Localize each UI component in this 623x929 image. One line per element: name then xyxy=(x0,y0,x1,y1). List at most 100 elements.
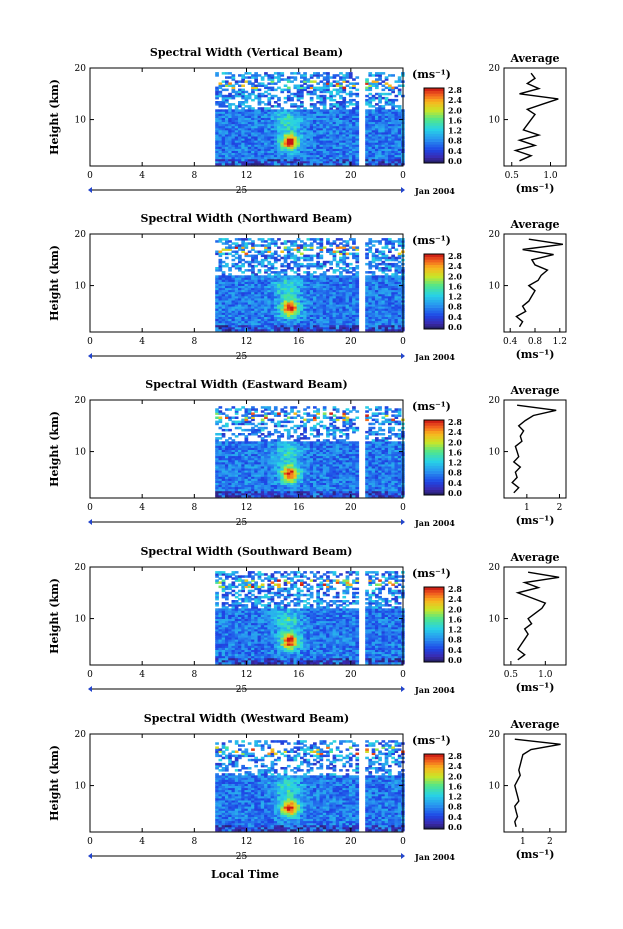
x-tick-label: 0 xyxy=(87,503,93,513)
x-tick-label: 8 xyxy=(191,670,197,680)
date-line-end-marker xyxy=(401,353,405,359)
average-y-tick-label: 20 xyxy=(489,64,501,74)
colorbar-swatch xyxy=(424,481,444,485)
colorbar-swatch xyxy=(424,138,444,142)
colorbar-unit: (ms⁻¹) xyxy=(412,567,451,580)
x-tick-label: 4 xyxy=(139,337,145,347)
panel-4: Spectral Width (Southward Beam) 0 4 8 12 16 20… xyxy=(48,545,567,695)
colorbar-tick-label: 2.0 xyxy=(448,437,462,447)
colorbar-swatch xyxy=(424,476,444,480)
average-x-tick-label: 1 xyxy=(520,837,526,847)
x-tick-label: 8 xyxy=(191,837,197,847)
panel-title: Spectral Width (Vertical Beam) xyxy=(150,46,343,59)
colorbar-unit: (ms⁻¹) xyxy=(412,68,451,81)
panel-2: Spectral Width (Northward Beam) 0 4 8 12 16 20… xyxy=(48,212,567,362)
colorbar-tick-label: 0.0 xyxy=(448,488,462,498)
x-tick-label: 20 xyxy=(345,503,357,513)
colorbar-swatch xyxy=(424,780,444,784)
colorbar-swatch xyxy=(424,125,444,129)
colorbar-tick-label: 2.4 xyxy=(448,594,462,604)
colorbar-swatch xyxy=(424,430,444,434)
date-label: Jan 2004 xyxy=(414,518,455,528)
x-tick-label: 20 xyxy=(345,171,357,181)
y-tick-label: 20 xyxy=(75,730,87,740)
colorbar-tick-label: 2.8 xyxy=(448,751,462,761)
x-tick-label: 8 xyxy=(191,171,197,181)
x-tick-label: 20 xyxy=(345,670,357,680)
x-tick-label: 0 xyxy=(400,670,406,680)
colorbar-swatch xyxy=(424,648,444,652)
x-tick-label: 0 xyxy=(400,837,406,847)
colorbar-swatch xyxy=(424,152,444,156)
panel-title: Spectral Width (Eastward Beam) xyxy=(145,378,347,391)
colorbar-tick-label: 0.8 xyxy=(448,136,462,146)
average-unit: (ms⁻¹) xyxy=(516,848,555,861)
panel-1: Spectral Width (Vertical Beam) 0 4 8 12 16 20 0… xyxy=(48,46,567,196)
x-tick-label: 16 xyxy=(293,171,305,181)
colorbar-swatch xyxy=(424,109,444,113)
colorbar-frame xyxy=(423,586,445,663)
colorbar-tick-label: 2.4 xyxy=(448,95,462,105)
colorbar-tick-label: 0.4 xyxy=(448,812,462,822)
colorbar-swatch xyxy=(424,452,444,456)
colorbar-swatch xyxy=(424,635,444,639)
colorbar-tick-label: 1.2 xyxy=(448,625,462,635)
colorbar-swatch xyxy=(424,600,444,604)
colorbar-swatch xyxy=(424,128,444,132)
colorbar-unit: (ms⁻¹) xyxy=(412,400,451,413)
colorbar-swatch xyxy=(424,278,444,282)
colorbar-swatch xyxy=(424,621,444,625)
colorbar-tick-label: 0.0 xyxy=(448,655,462,665)
colorbar-swatch xyxy=(424,597,444,601)
date-line-end-marker xyxy=(401,686,405,692)
colorbar-swatch xyxy=(424,425,444,429)
heatmap xyxy=(215,72,405,166)
colorbar-swatch xyxy=(424,104,444,108)
colorbar-swatch xyxy=(424,307,444,311)
colorbar-swatch xyxy=(424,651,444,655)
colorbar-tick-label: 1.2 xyxy=(448,292,462,302)
colorbar-tick-label: 0.8 xyxy=(448,302,462,312)
colorbar-tick-label: 2.0 xyxy=(448,771,462,781)
colorbar-swatch xyxy=(424,155,444,158)
average-x-tick-label: 0.4 xyxy=(503,337,518,347)
average-y-tick-label: 20 xyxy=(489,396,501,406)
colorbar-swatch xyxy=(424,640,444,644)
x-tick-label: 0 xyxy=(400,337,406,347)
colorbar-swatch xyxy=(424,645,444,649)
colorbar-swatch xyxy=(424,149,444,153)
colorbar-swatch xyxy=(424,130,444,134)
colorbar-swatch xyxy=(424,304,444,308)
date-line-start-marker xyxy=(88,353,92,359)
date-line-end-marker xyxy=(401,853,405,859)
x-tick-label: 8 xyxy=(191,337,197,347)
y-tick-label: 10 xyxy=(75,615,87,625)
colorbar-swatch xyxy=(424,98,444,102)
colorbar-swatch xyxy=(424,587,444,590)
average-frame xyxy=(503,566,567,666)
colorbar-swatch xyxy=(424,444,444,448)
x-axis-label: Local Time xyxy=(211,868,279,881)
average-y-tick-label: 10 xyxy=(489,282,501,292)
x-tick-label: 12 xyxy=(241,670,252,680)
y-tick-label: 20 xyxy=(75,230,87,240)
colorbar-swatch xyxy=(424,299,444,303)
colorbar-swatch xyxy=(424,786,444,790)
colorbar-swatch xyxy=(424,759,444,763)
average-profile-line xyxy=(515,238,564,328)
heatmap xyxy=(215,238,405,332)
average-x-tick-label: 1.0 xyxy=(543,171,558,181)
colorbar-tick-label: 1.6 xyxy=(448,447,462,457)
x-tick-label: 20 xyxy=(345,337,357,347)
x-tick-label: 4 xyxy=(139,670,145,680)
average-title: Average xyxy=(509,551,559,564)
average-x-tick-label: 2 xyxy=(557,503,563,513)
colorbar-tick-label: 1.2 xyxy=(448,458,462,468)
colorbar-swatch xyxy=(424,283,444,287)
colorbar-swatch xyxy=(424,799,444,803)
colorbar-swatch xyxy=(424,326,444,330)
colorbar-swatch xyxy=(424,812,444,816)
x-tick-label: 16 xyxy=(293,503,305,513)
x-tick-label: 20 xyxy=(345,837,357,847)
colorbar-tick-label: 0.8 xyxy=(448,635,462,645)
